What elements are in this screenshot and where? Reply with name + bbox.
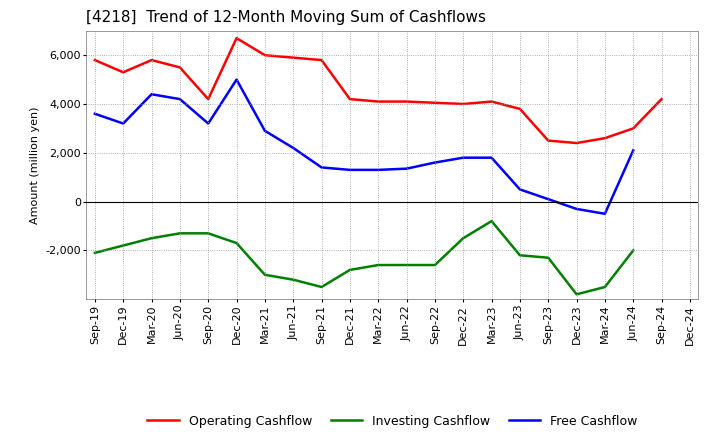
Operating Cashflow bbox=[374, 99, 382, 104]
Operating Cashflow bbox=[346, 96, 354, 102]
Free Cashflow bbox=[402, 166, 411, 171]
Investing Cashflow bbox=[629, 248, 637, 253]
Operating Cashflow bbox=[289, 55, 297, 60]
Free Cashflow bbox=[629, 148, 637, 153]
Free Cashflow bbox=[431, 160, 439, 165]
Free Cashflow bbox=[176, 96, 184, 102]
Free Cashflow bbox=[572, 206, 581, 212]
Operating Cashflow bbox=[657, 96, 666, 102]
Investing Cashflow bbox=[600, 284, 609, 290]
Operating Cashflow bbox=[459, 101, 467, 106]
Investing Cashflow bbox=[119, 243, 127, 248]
Investing Cashflow bbox=[261, 272, 269, 278]
Operating Cashflow bbox=[261, 52, 269, 58]
Operating Cashflow bbox=[233, 36, 241, 41]
Investing Cashflow bbox=[289, 277, 297, 282]
Investing Cashflow bbox=[176, 231, 184, 236]
Free Cashflow bbox=[119, 121, 127, 126]
Y-axis label: Amount (million yen): Amount (million yen) bbox=[30, 106, 40, 224]
Operating Cashflow bbox=[516, 106, 524, 111]
Operating Cashflow bbox=[487, 99, 496, 104]
Free Cashflow bbox=[600, 211, 609, 216]
Operating Cashflow bbox=[204, 96, 212, 102]
Operating Cashflow bbox=[544, 138, 552, 143]
Free Cashflow bbox=[374, 167, 382, 172]
Investing Cashflow bbox=[346, 267, 354, 272]
Free Cashflow bbox=[204, 121, 212, 126]
Free Cashflow bbox=[459, 155, 467, 160]
Operating Cashflow bbox=[119, 70, 127, 75]
Operating Cashflow bbox=[629, 126, 637, 131]
Free Cashflow bbox=[487, 155, 496, 160]
Free Cashflow bbox=[516, 187, 524, 192]
Legend: Operating Cashflow, Investing Cashflow, Free Cashflow: Operating Cashflow, Investing Cashflow, … bbox=[143, 410, 642, 433]
Free Cashflow bbox=[261, 128, 269, 133]
Investing Cashflow bbox=[487, 219, 496, 224]
Free Cashflow bbox=[544, 197, 552, 202]
Investing Cashflow bbox=[374, 262, 382, 268]
Line: Operating Cashflow: Operating Cashflow bbox=[95, 38, 662, 143]
Operating Cashflow bbox=[176, 65, 184, 70]
Operating Cashflow bbox=[572, 140, 581, 146]
Free Cashflow bbox=[318, 165, 326, 170]
Investing Cashflow bbox=[148, 235, 156, 241]
Free Cashflow bbox=[91, 111, 99, 117]
Investing Cashflow bbox=[431, 262, 439, 268]
Free Cashflow bbox=[233, 77, 241, 82]
Operating Cashflow bbox=[318, 58, 326, 63]
Investing Cashflow bbox=[459, 235, 467, 241]
Investing Cashflow bbox=[91, 250, 99, 256]
Operating Cashflow bbox=[431, 100, 439, 106]
Operating Cashflow bbox=[148, 58, 156, 63]
Free Cashflow bbox=[346, 167, 354, 172]
Line: Free Cashflow: Free Cashflow bbox=[95, 80, 633, 214]
Investing Cashflow bbox=[204, 231, 212, 236]
Investing Cashflow bbox=[516, 253, 524, 258]
Operating Cashflow bbox=[402, 99, 411, 104]
Line: Investing Cashflow: Investing Cashflow bbox=[95, 221, 633, 294]
Free Cashflow bbox=[289, 145, 297, 150]
Investing Cashflow bbox=[318, 284, 326, 290]
Investing Cashflow bbox=[402, 262, 411, 268]
Operating Cashflow bbox=[600, 136, 609, 141]
Investing Cashflow bbox=[233, 240, 241, 246]
Free Cashflow bbox=[148, 92, 156, 97]
Text: [4218]  Trend of 12-Month Moving Sum of Cashflows: [4218] Trend of 12-Month Moving Sum of C… bbox=[86, 11, 487, 26]
Operating Cashflow bbox=[91, 58, 99, 63]
Investing Cashflow bbox=[572, 292, 581, 297]
Investing Cashflow bbox=[544, 255, 552, 260]
